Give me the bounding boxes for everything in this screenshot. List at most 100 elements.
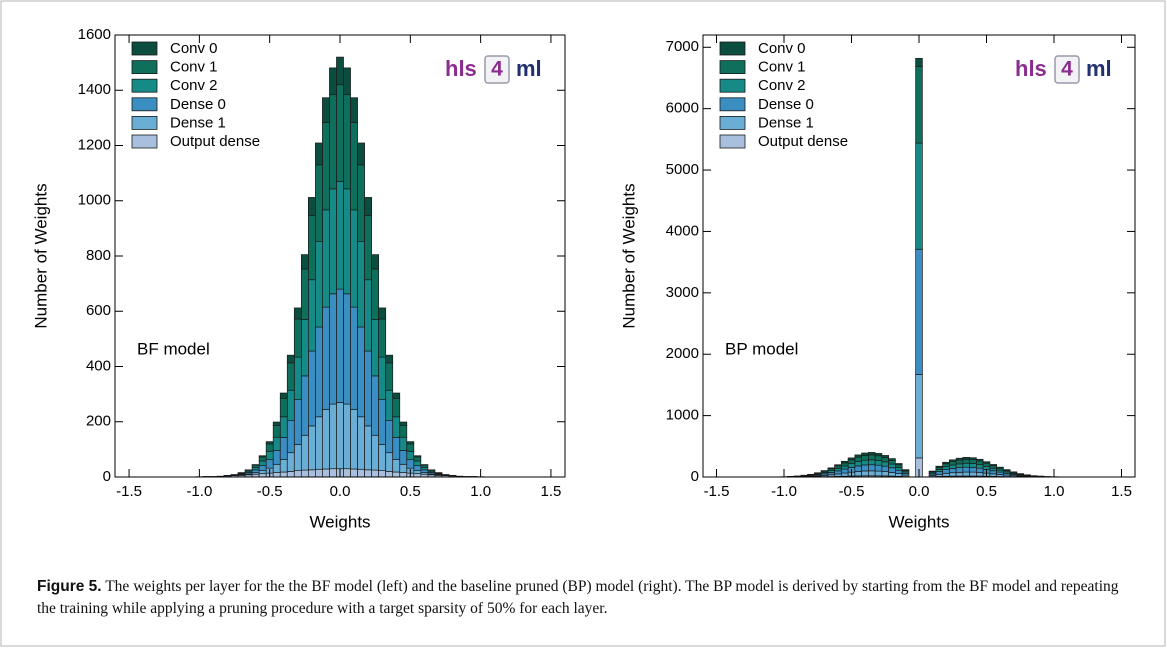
histogram-bar: [293, 318, 302, 358]
histogram-bar: [942, 472, 950, 477]
y-tick-label: 2000: [666, 345, 699, 362]
histogram-bar: [942, 463, 950, 468]
histogram-bar: [258, 456, 267, 462]
histogram-bar: [982, 465, 991, 470]
histogram-bar: [251, 464, 260, 466]
y-tick-label: 1200: [78, 136, 111, 153]
histogram-bar: [371, 434, 380, 471]
histogram-bar: [841, 460, 849, 464]
legend-label: Conv 2: [170, 77, 218, 94]
histogram-bar: [413, 465, 422, 471]
histogram-bar: [293, 356, 302, 401]
histogram-bar: [962, 466, 970, 473]
histogram-bar: [350, 97, 358, 123]
histogram-bar: [874, 453, 883, 457]
histogram-bar: [915, 142, 923, 250]
histogram-bar: [308, 350, 316, 427]
histogram-bar: [976, 458, 984, 462]
histogram-bar: [300, 469, 309, 478]
histogram-bar: [868, 464, 876, 472]
histogram-bar: [854, 465, 862, 472]
histogram-bar: [847, 459, 856, 464]
histogram-bar: [371, 268, 380, 320]
histogram-bar: [378, 470, 387, 478]
histogram-bar: [350, 209, 358, 308]
histogram-bar: [841, 465, 849, 470]
histogram-bar: [300, 268, 309, 320]
histogram-bar: [357, 326, 365, 418]
x-tick-label: 1.5: [541, 483, 562, 500]
histogram-bar: [286, 452, 295, 472]
histogram-bar: [286, 420, 295, 454]
histogram-bar: [336, 402, 344, 470]
histogram-bar: [293, 444, 302, 471]
legend-label: Dense 1: [758, 114, 814, 131]
histogram-bar: [976, 460, 984, 465]
histogram-bar: [357, 241, 365, 328]
legend-label: Output dense: [758, 133, 848, 150]
histogram-bar: [420, 466, 429, 471]
histogram-bar: [976, 464, 984, 469]
histogram-bar: [827, 467, 835, 470]
histogram-bar: [413, 470, 422, 475]
legend-swatch: [719, 60, 746, 74]
histogram-bar: [371, 319, 380, 377]
legend-swatch: [719, 41, 746, 56]
histogram-bar: [915, 57, 923, 67]
histogram-bar: [861, 470, 869, 477]
histogram-bar: [293, 470, 302, 478]
histogram-bar: [272, 421, 281, 426]
histogram-bar: [364, 197, 372, 217]
histogram-bar: [251, 466, 260, 471]
histogram-bar: [286, 389, 295, 421]
histogram-bar: [385, 420, 394, 454]
histogram-bar: [350, 408, 358, 470]
histogram-bar: [399, 424, 408, 438]
histogram-bar: [888, 458, 896, 461]
histogram-bar: [279, 416, 288, 438]
legend-swatch: [719, 78, 746, 93]
histogram-bar: [392, 397, 401, 418]
legend-label: Dense 0: [170, 96, 226, 113]
histogram-bar: [322, 97, 330, 123]
histogram-bar: [962, 471, 970, 477]
histogram-bar: [888, 472, 896, 477]
histogram-bar: [976, 472, 984, 477]
histogram-bar: [874, 455, 883, 461]
logo-text: hls: [445, 56, 477, 81]
histogram-bar: [336, 84, 344, 182]
histogram-bar: [915, 65, 923, 144]
y-tick-label: 200: [86, 413, 111, 430]
legend-swatch: [131, 41, 158, 56]
histogram-bar: [258, 455, 267, 458]
histogram-bar: [841, 462, 849, 467]
histogram-bar: [350, 122, 358, 211]
x-axis-label: Weights: [888, 512, 949, 531]
histogram-bar: [962, 457, 970, 460]
caption-text: The weights per layer for the the BF mod…: [37, 578, 1119, 617]
histogram-bar: [895, 473, 903, 477]
y-tick-label: 1000: [666, 407, 699, 424]
histogram-bar: [272, 424, 281, 438]
histogram-bar: [322, 209, 330, 308]
histogram-bar: [322, 122, 330, 211]
histogram-bar: [357, 164, 365, 242]
histogram-bar: [272, 436, 281, 451]
histogram-bar: [955, 463, 964, 468]
histogram-bar: [336, 56, 344, 86]
legend-label: Conv 1: [170, 59, 218, 76]
histogram-bar: [308, 197, 316, 217]
histogram-bar: [308, 469, 316, 478]
histogram-bar: [343, 94, 351, 190]
histogram-bar: [300, 254, 309, 270]
histogram-bar: [364, 425, 372, 471]
histogram-bar: [406, 459, 415, 469]
histogram-bar: [834, 464, 842, 467]
histogram-bar: [279, 471, 288, 478]
histogram-bar: [847, 457, 856, 461]
histogram-bar: [874, 470, 883, 477]
histogram-bar: [834, 473, 842, 477]
x-tick-label: 0.0: [330, 483, 351, 500]
histogram-bar: [969, 463, 977, 468]
histogram-bar: [935, 471, 943, 475]
